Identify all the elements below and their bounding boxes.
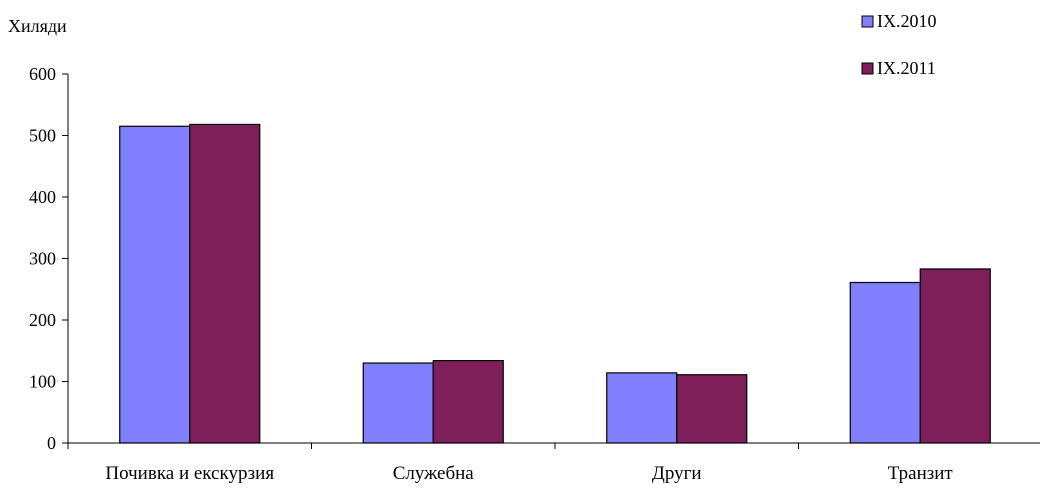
y-tick-label: 100 <box>29 372 56 392</box>
x-category-label: Транзит <box>888 463 954 484</box>
y-axis-ticks: 0 100 200 300 400 500 600 <box>29 64 68 453</box>
bar <box>849 281 921 444</box>
bars <box>119 123 991 444</box>
x-category-label: Служебна <box>393 463 475 484</box>
y-tick-label: 300 <box>29 249 56 269</box>
y-tick-label: 0 <box>47 433 56 453</box>
bar <box>606 372 678 444</box>
bar <box>119 125 191 444</box>
legend-swatch <box>861 62 874 75</box>
y-tick-label: 600 <box>29 64 56 84</box>
bar <box>432 359 504 444</box>
bar <box>919 268 991 444</box>
x-category-label: Други <box>652 463 702 484</box>
x-axis-labels: Почивка и екскурзия Служебна Други Транзит <box>105 463 953 484</box>
legend-swatch <box>861 15 874 28</box>
x-category-label: Почивка и екскурзия <box>105 463 274 484</box>
legend-label: IX.2011 <box>877 58 936 78</box>
legend-label: IX.2010 <box>877 11 937 31</box>
bar <box>362 362 434 444</box>
y-axis-label: Хиляди <box>8 16 67 36</box>
bar <box>676 374 748 444</box>
bar <box>189 123 261 444</box>
y-tick-label: 500 <box>29 126 56 146</box>
legend: IX.2010 IX.2011 <box>861 11 937 78</box>
y-tick-label: 400 <box>29 187 56 207</box>
y-tick-label: 200 <box>29 310 56 330</box>
